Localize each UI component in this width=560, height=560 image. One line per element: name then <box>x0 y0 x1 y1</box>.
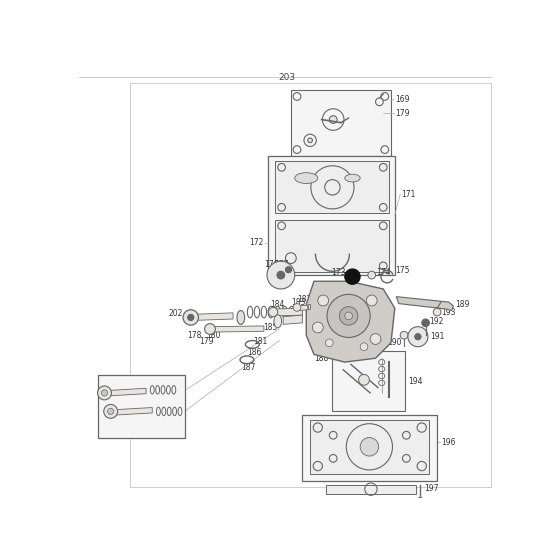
Text: 181: 181 <box>253 337 267 346</box>
Text: 169: 169 <box>395 95 409 104</box>
Text: 188: 188 <box>315 354 329 363</box>
Text: 193: 193 <box>441 307 455 316</box>
Text: 198: 198 <box>97 381 111 390</box>
Circle shape <box>360 437 379 456</box>
Text: 203: 203 <box>278 73 296 82</box>
Text: 187: 187 <box>241 363 256 372</box>
Text: 178: 178 <box>188 330 202 340</box>
Circle shape <box>360 343 368 351</box>
Text: 186: 186 <box>248 348 262 357</box>
Bar <box>325 484 417 494</box>
Ellipse shape <box>345 174 360 182</box>
Text: 200: 200 <box>123 417 138 426</box>
Text: 183: 183 <box>291 297 306 306</box>
Polygon shape <box>298 305 308 310</box>
Text: 175: 175 <box>395 266 409 275</box>
Circle shape <box>345 312 352 320</box>
Circle shape <box>286 267 292 273</box>
Circle shape <box>433 308 441 316</box>
Circle shape <box>327 295 370 338</box>
Text: 191: 191 <box>430 332 445 341</box>
Text: 179: 179 <box>395 109 409 118</box>
Circle shape <box>416 498 424 505</box>
Circle shape <box>345 269 360 284</box>
Circle shape <box>400 332 408 339</box>
Polygon shape <box>276 308 302 316</box>
Circle shape <box>308 138 312 143</box>
Circle shape <box>408 326 428 347</box>
Circle shape <box>277 271 284 279</box>
Bar <box>302 415 437 480</box>
Circle shape <box>366 295 377 306</box>
Text: 179: 179 <box>199 337 213 346</box>
Bar <box>332 351 405 410</box>
Text: 176: 176 <box>264 260 279 269</box>
Polygon shape <box>283 315 302 324</box>
Circle shape <box>368 271 376 279</box>
Circle shape <box>97 386 111 400</box>
Polygon shape <box>396 297 453 310</box>
Text: 184: 184 <box>270 300 285 309</box>
Circle shape <box>325 339 333 347</box>
Circle shape <box>312 322 323 333</box>
Circle shape <box>104 404 118 418</box>
Text: 189: 189 <box>455 300 469 309</box>
Circle shape <box>101 390 108 396</box>
Text: 172: 172 <box>250 238 264 248</box>
Text: 185: 185 <box>263 323 277 332</box>
Text: 171: 171 <box>401 190 416 199</box>
Text: 196: 196 <box>441 438 455 447</box>
Ellipse shape <box>237 310 245 324</box>
Text: 201: 201 <box>159 417 173 426</box>
Polygon shape <box>306 281 395 362</box>
Bar <box>276 161 389 213</box>
Circle shape <box>370 334 381 344</box>
Bar <box>268 156 395 275</box>
Text: 190: 190 <box>388 338 402 347</box>
Ellipse shape <box>295 172 318 184</box>
Text: 174: 174 <box>376 268 391 277</box>
Text: 173: 173 <box>331 268 346 277</box>
Polygon shape <box>191 313 233 320</box>
Circle shape <box>415 334 421 340</box>
Polygon shape <box>210 326 264 332</box>
Circle shape <box>329 116 337 123</box>
Bar <box>291 90 391 156</box>
Polygon shape <box>112 408 152 415</box>
Circle shape <box>339 307 358 325</box>
Bar <box>276 220 389 272</box>
Circle shape <box>318 295 329 306</box>
Text: 199: 199 <box>123 381 138 390</box>
Polygon shape <box>106 388 146 396</box>
Text: 180: 180 <box>207 330 221 340</box>
Circle shape <box>267 261 295 289</box>
Circle shape <box>268 307 278 316</box>
Circle shape <box>108 408 114 414</box>
Circle shape <box>188 314 194 320</box>
Text: 192: 192 <box>430 317 444 326</box>
Text: 202: 202 <box>169 309 183 318</box>
Circle shape <box>293 304 301 311</box>
Text: 177: 177 <box>274 260 289 269</box>
Text: 194: 194 <box>409 377 423 386</box>
Bar <box>99 375 185 438</box>
Circle shape <box>204 324 216 334</box>
Bar <box>310 420 430 474</box>
Polygon shape <box>308 304 310 309</box>
Circle shape <box>422 319 430 326</box>
Text: 197: 197 <box>424 484 438 493</box>
Circle shape <box>376 98 383 106</box>
Text: 182: 182 <box>297 295 311 304</box>
Circle shape <box>358 375 370 385</box>
Ellipse shape <box>274 315 282 328</box>
Circle shape <box>183 310 198 325</box>
